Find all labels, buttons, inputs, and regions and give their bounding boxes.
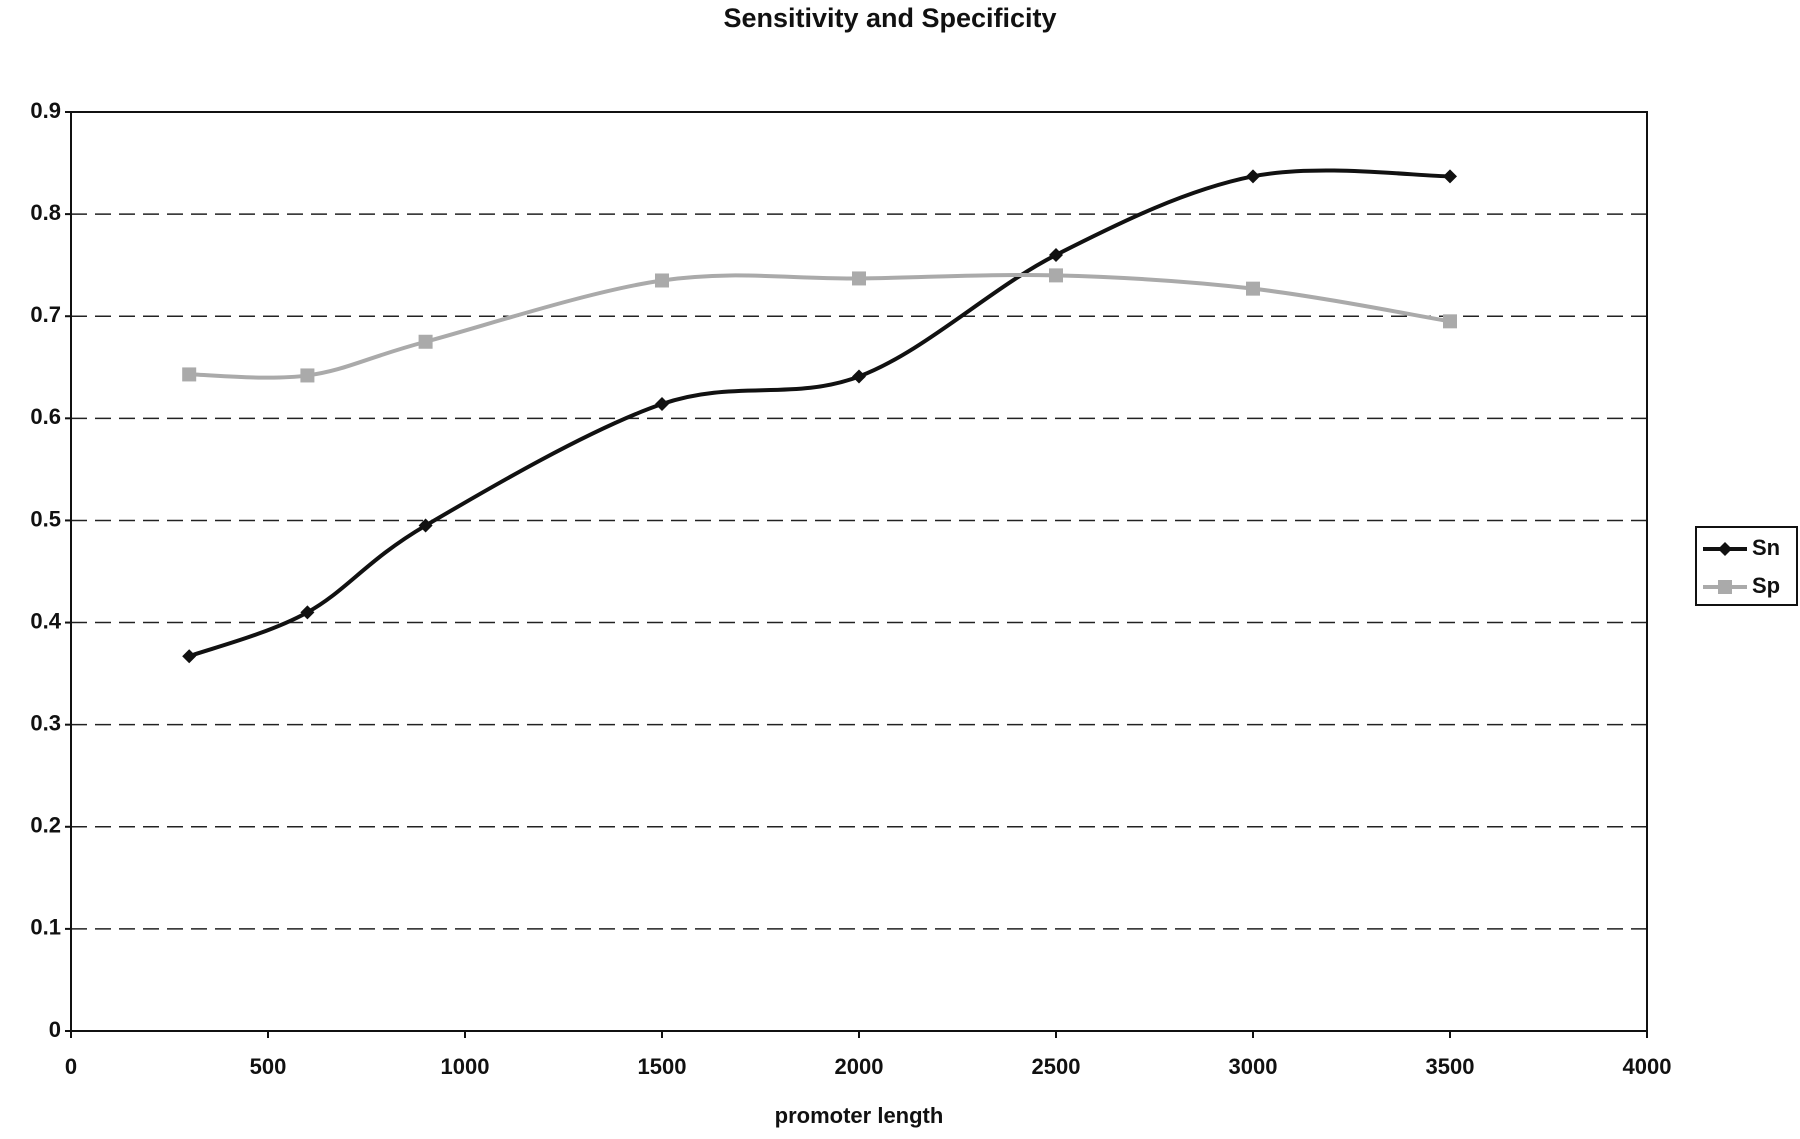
y-tick-label: 0.5: [30, 506, 61, 531]
series-line: [188, 168, 1451, 659]
marker: [655, 397, 669, 412]
legend-label: Sn: [1752, 535, 1780, 560]
x-tick-label: 4000: [1623, 1054, 1672, 1079]
y-tick-label: 0.6: [30, 404, 61, 429]
marker: [852, 271, 866, 286]
marker: [182, 649, 197, 664]
marker: [418, 518, 433, 533]
marker: [1049, 268, 1063, 283]
marker: [300, 368, 315, 383]
y-tick-label: 0: [49, 1017, 61, 1042]
x-tick-label: 1500: [638, 1054, 687, 1079]
marker: [1718, 580, 1732, 594]
y-tick-label: 0.1: [30, 915, 61, 940]
chart-title: Sensitivity and Specificity: [723, 3, 1056, 33]
x-tick-label: 3000: [1229, 1054, 1278, 1079]
marker: [1443, 314, 1457, 329]
marker: [1246, 169, 1260, 184]
y-tick-label: 0.7: [30, 302, 61, 327]
y-tick-label: 0.9: [30, 98, 61, 123]
marker: [1049, 247, 1063, 262]
legend-box: [1695, 526, 1798, 606]
y-tick-label: 0.8: [30, 200, 61, 225]
marker: [418, 334, 433, 349]
marker: [852, 369, 866, 384]
marker: [1246, 281, 1260, 296]
x-axis-label: promoter length: [775, 1103, 944, 1128]
marker: [1718, 542, 1732, 556]
y-tick-label: 0.2: [30, 813, 61, 838]
x-tick-label: 3500: [1426, 1054, 1475, 1079]
x-tick-label: 0: [65, 1054, 77, 1079]
y-tick-label: 0.4: [30, 608, 61, 633]
marker: [300, 605, 315, 620]
series-line: [189, 272, 1451, 380]
legend-label: Sp: [1752, 573, 1780, 598]
x-tick-label: 2500: [1032, 1054, 1081, 1079]
plot-frame: [70, 111, 1648, 1032]
x-tick-label: 2000: [835, 1054, 884, 1079]
x-tick-label: 500: [250, 1054, 287, 1079]
marker: [655, 273, 669, 288]
x-tick-label: 1000: [441, 1054, 490, 1079]
marker: [182, 367, 197, 382]
marker: [1443, 169, 1457, 184]
y-tick-label: 0.3: [30, 710, 61, 735]
